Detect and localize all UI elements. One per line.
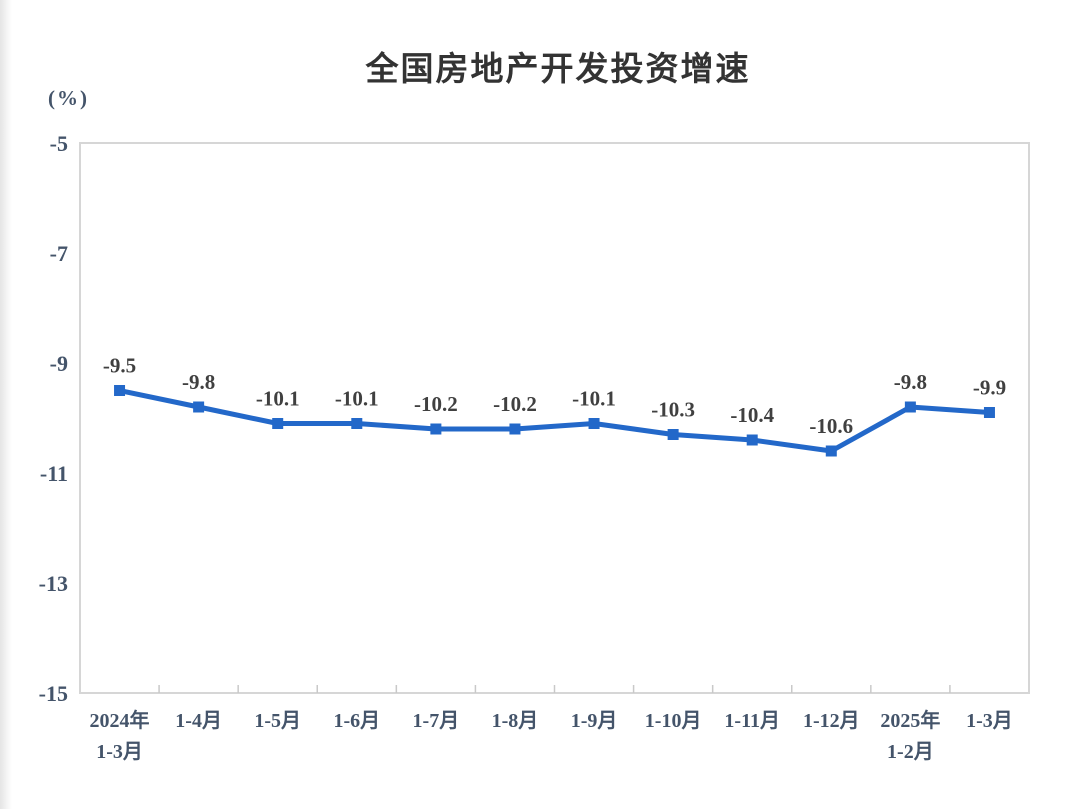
data-point-marker — [351, 418, 363, 429]
data-point-label: -10.3 — [651, 398, 695, 422]
data-point-label: -10.6 — [809, 414, 853, 438]
chart-title: 全国房地产开发投资增速 — [365, 50, 751, 87]
data-point-marker — [509, 423, 521, 435]
data-point-label: -9.8 — [182, 370, 215, 394]
x-axis-tick-label: 1-11月 — [724, 710, 780, 732]
x-axis-tick-label: 2025年 — [880, 708, 940, 732]
data-point-marker — [825, 445, 837, 457]
data-point-marker — [193, 401, 205, 413]
data-point-label: -10.4 — [730, 403, 774, 427]
series-line — [117, 388, 992, 454]
x-axis-tick-label: 1-5月 — [254, 710, 301, 732]
data-point-label: -10.2 — [493, 392, 537, 416]
data-point-marker — [667, 429, 679, 440]
data-point-label: -9.9 — [973, 376, 1006, 400]
y-axis-tick-label: -9 — [50, 351, 68, 376]
x-axis-tick-label: 2024年 — [90, 708, 150, 732]
data-point-marker — [746, 434, 758, 446]
x-axis-tick-label: 1-10月 — [645, 710, 702, 732]
x-axis-tick-label: 1-3月 — [966, 710, 1013, 732]
x-axis-tick-label: 1-12月 — [803, 710, 860, 732]
data-point-marker — [588, 418, 600, 429]
x-axis-tick-label: 1-7月 — [413, 710, 460, 732]
data-point-label: -9.5 — [103, 354, 136, 378]
x-axis-tick-label: 1-2月 — [887, 741, 934, 763]
data-point-label: -10.2 — [414, 392, 458, 416]
y-axis-tick-label: -11 — [40, 461, 68, 486]
y-axis-tick-label: -15 — [39, 681, 68, 706]
y-axis-tick-label: -7 — [50, 241, 68, 266]
data-point-label: -10.1 — [256, 387, 300, 411]
data-point-marker — [904, 401, 916, 413]
x-axis-tick-label: 1-4月 — [175, 710, 222, 732]
data-point-marker — [430, 423, 442, 435]
x-axis-tick-label: 1-9月 — [571, 710, 618, 732]
data-point-marker — [983, 407, 995, 418]
data-point-marker — [272, 418, 284, 429]
data-point-label: -9.8 — [894, 370, 927, 394]
x-axis-tick-label: 1-6月 — [333, 710, 380, 732]
data-point-label: -10.1 — [335, 387, 379, 411]
x-axis-tick-label: 1-3月 — [96, 741, 143, 763]
y-axis-tick-label: -5 — [50, 131, 68, 156]
data-point-marker — [114, 385, 126, 396]
y-axis-unit-label: (%) — [48, 86, 89, 110]
data-point-label: -10.1 — [572, 387, 616, 411]
x-axis-tick-label: 1-8月 — [492, 710, 539, 732]
y-axis-tick-label: -13 — [39, 571, 68, 596]
